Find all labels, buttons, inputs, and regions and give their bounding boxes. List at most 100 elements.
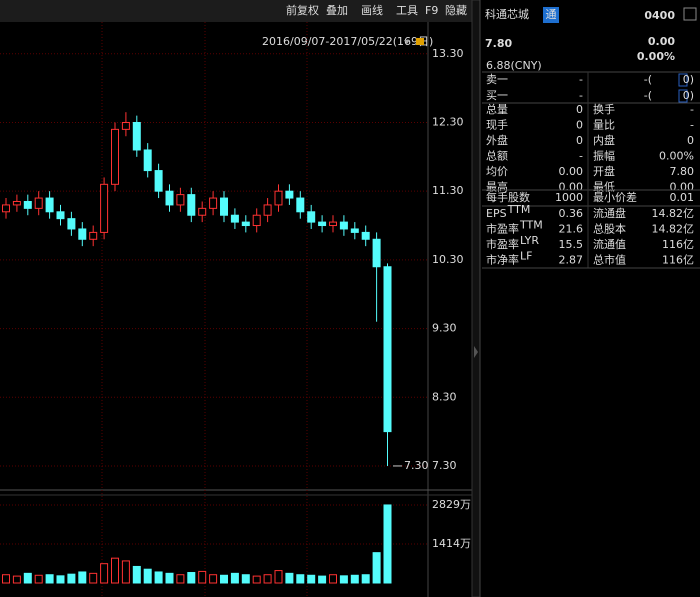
volume-bar xyxy=(23,572,32,584)
y-tick-label: 12.30 xyxy=(432,115,464,128)
volume-bar xyxy=(187,572,196,584)
candle-body xyxy=(34,197,43,209)
candle-body xyxy=(383,266,392,433)
fund-label: EPS xyxy=(486,207,507,220)
fund-value: 21.6 xyxy=(559,223,584,236)
volume-bar xyxy=(143,568,152,584)
toolbar-item[interactable]: 工具 xyxy=(396,4,418,17)
stat-value: 0 xyxy=(576,119,583,132)
candle-body xyxy=(230,214,239,223)
prev-close: 6.88(CNY) xyxy=(486,59,542,72)
volume-bar xyxy=(339,575,348,584)
toolbar-item[interactable]: 画线 xyxy=(361,3,383,17)
stat-label: 开盘 xyxy=(593,164,615,178)
fund-label: 市盈率 xyxy=(486,222,519,236)
fund-label: 总股本 xyxy=(593,222,626,236)
qty-box xyxy=(678,89,688,103)
stat-label: 现手 xyxy=(486,118,508,132)
candle-body xyxy=(252,214,261,227)
y-tick-label: 8.30 xyxy=(432,390,457,403)
candle-body xyxy=(220,197,228,216)
stock-name: 科通芯城 xyxy=(485,7,529,21)
stat-label: 换手 xyxy=(593,102,615,116)
fund-sup: TTM xyxy=(519,219,543,232)
stat-label: 量比 xyxy=(593,119,615,132)
stat-value: - xyxy=(690,103,694,116)
fund-label: 流通值 xyxy=(593,237,626,251)
volume-bar xyxy=(121,560,130,584)
fund-label: 市盈率 xyxy=(486,237,519,251)
y-tick-label: 13.30 xyxy=(432,47,464,60)
fund-sup: LYR xyxy=(520,234,539,247)
volume-bar xyxy=(350,574,359,584)
stock-code: 0400 xyxy=(644,9,675,22)
candle-body xyxy=(350,228,359,233)
toolbar-item[interactable]: F9 xyxy=(425,4,438,17)
collapse-strip[interactable] xyxy=(471,0,481,597)
add-button[interactable] xyxy=(683,7,697,21)
fund-value: 2.87 xyxy=(559,254,584,267)
toolbar-item[interactable]: 前复权 xyxy=(286,3,319,17)
lot-value: 1000 xyxy=(555,191,583,204)
candle-body xyxy=(296,197,305,213)
change: 0.00 xyxy=(648,35,675,48)
lock-icon[interactable] xyxy=(416,38,424,45)
volume-bar xyxy=(252,575,261,584)
candle-body xyxy=(187,194,196,216)
candle-body xyxy=(339,221,348,230)
lot-label: 每手股数 xyxy=(486,190,530,204)
volume-bar xyxy=(241,574,250,584)
volume-bar xyxy=(78,571,87,584)
candle-body xyxy=(143,149,152,172)
stat-value: 0.00 xyxy=(559,165,584,178)
volume-bar xyxy=(89,572,98,584)
candle-body xyxy=(111,128,119,185)
stat-label: 总额 xyxy=(486,149,508,163)
stat-label: 总量 xyxy=(486,102,508,116)
qty-box xyxy=(678,73,688,87)
volume-bar xyxy=(45,574,54,584)
toolbar xyxy=(0,0,472,22)
toolbar-item[interactable]: 隐藏 xyxy=(445,4,467,17)
book-open: -( xyxy=(644,73,652,86)
volume-bar xyxy=(56,575,65,584)
low-marker-label: 7.30 xyxy=(404,459,429,472)
candle-body xyxy=(176,194,185,206)
badge: 通 xyxy=(546,8,557,21)
candle-body xyxy=(23,200,32,209)
volume-bar xyxy=(198,570,207,584)
lot-value: 0.01 xyxy=(670,191,695,204)
volume-bar xyxy=(307,574,316,584)
candle-body xyxy=(318,221,327,227)
volume-bar xyxy=(2,574,10,584)
volume-bar xyxy=(296,574,305,584)
volume-bar xyxy=(67,573,76,584)
date-range[interactable]: 2016/09/07-2017/05/22(169日) xyxy=(262,35,433,48)
candle-body xyxy=(67,218,76,230)
fund-value: 0.36 xyxy=(559,207,584,220)
book-price: - xyxy=(579,89,583,102)
volume-bar xyxy=(209,574,218,584)
volume-tick-label: 2829万 xyxy=(432,498,471,511)
candle-body xyxy=(12,200,21,206)
volume-bar xyxy=(111,557,119,584)
stat-label: 外盘 xyxy=(486,133,508,147)
volume-bar xyxy=(132,565,141,584)
candle-body xyxy=(285,190,294,199)
volume-bar xyxy=(34,574,43,584)
candle-body xyxy=(274,190,283,206)
fund-value: 14.82亿 xyxy=(652,223,695,236)
candle-body xyxy=(329,221,337,227)
stat-value: 0.00% xyxy=(659,150,694,163)
fund-value: 15.5 xyxy=(559,238,584,251)
y-tick-label: 10.30 xyxy=(432,253,464,266)
volume-bar xyxy=(165,572,174,584)
book-open: -( xyxy=(644,89,652,102)
toolbar-item[interactable]: 叠加 xyxy=(326,4,348,17)
volume-tick-label: 1414万 xyxy=(432,537,471,550)
fund-sup: LF xyxy=(520,250,532,263)
dropdown-icon[interactable] xyxy=(404,40,410,44)
book-price: - xyxy=(579,73,583,86)
candle-body xyxy=(241,221,250,227)
